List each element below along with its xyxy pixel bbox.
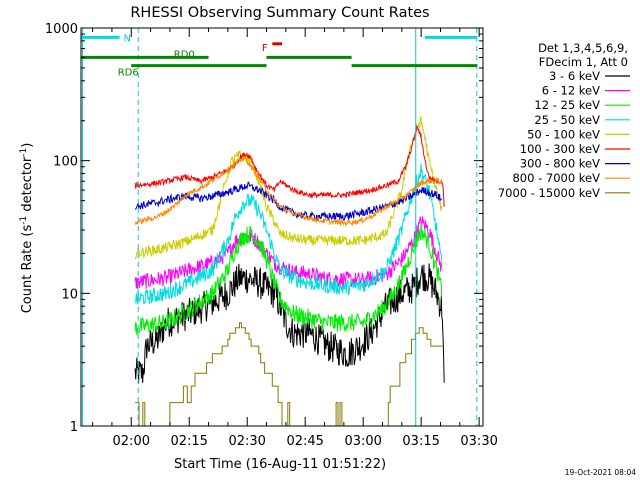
y-tick-label-0: 1 (70, 420, 78, 435)
flag-label-0: N (124, 33, 131, 44)
y-axis-label: Count Rate (s-1 detector-1) (19, 143, 35, 314)
legend-label-7: 800 - 7000 keV (512, 171, 600, 185)
legend-label-4: 50 - 100 keV (527, 127, 600, 141)
x-axis-label: Start Time (16-Aug-11 01:51:22) (174, 457, 386, 472)
legend-header-1: FDecim 1, Att 0 (539, 55, 628, 69)
flag-label-1: RD0 (174, 50, 195, 61)
series-line-4 (134, 115, 443, 260)
legend-label-6: 300 - 800 keV (520, 157, 600, 171)
legend-label-3: 25 - 50 keV (534, 113, 600, 127)
legend-label-2: 12 - 25 keV (534, 98, 600, 112)
legend-label-8: 7000 - 15000 keV (498, 186, 600, 200)
series-line-8 (135, 322, 443, 426)
series-line-2 (134, 223, 443, 336)
legend-label-1: 6 - 12 keV (542, 84, 600, 98)
x-tick-label-1: 02:15 (170, 434, 207, 449)
series-line-3 (135, 163, 443, 305)
y-label-part-3: ) (20, 143, 35, 148)
legend-header-0: Det 1,3,4,5,6,9, (538, 41, 628, 55)
legend-label-5: 100 - 300 keV (520, 142, 600, 156)
x-tick-label-6: 03:30 (460, 434, 497, 449)
series-line-7 (134, 155, 443, 227)
legend: Det 1,3,4,5,6,9,FDecim 1, Att 03 - 6 keV… (498, 41, 630, 200)
chart-title: RHESSI Observing Summary Count Rates (130, 5, 429, 21)
y-tick-label-1: 10 (61, 287, 78, 302)
y-label-part-2: detector (20, 156, 35, 216)
x-tick-label-0: 02:00 (113, 434, 150, 449)
x-tick-label-3: 02:45 (286, 434, 323, 449)
y-label-part-1: Count Rate (s (20, 225, 35, 314)
timestamp: 19-Oct-2021 08:04 (565, 468, 636, 477)
x-tick-label-5: 03:15 (402, 434, 439, 449)
axes: 02:00 02:15 02:30 02:45 03:00 03:15 03:30 1 10 10… (45, 22, 498, 449)
y-tick-label-3: 1000 (45, 22, 78, 37)
x-tick-label-4: 03:00 (344, 434, 381, 449)
y-tick-label-2: 100 (53, 155, 78, 170)
y-label-sup-1: -1 (19, 216, 29, 225)
plot-frame (80, 27, 484, 427)
series-line-5 (134, 124, 445, 207)
legend-label-0: 3 - 6 keV (549, 69, 600, 83)
x-tick-label-2: 02:30 (228, 434, 265, 449)
flag-label-3: F (262, 43, 268, 54)
flag-label-2: RD6 (118, 68, 139, 79)
annotation-layer: N RD0 RD6 F (81, 28, 478, 426)
y-label-sup-2: -1 (19, 148, 29, 157)
plot-data (134, 115, 445, 426)
